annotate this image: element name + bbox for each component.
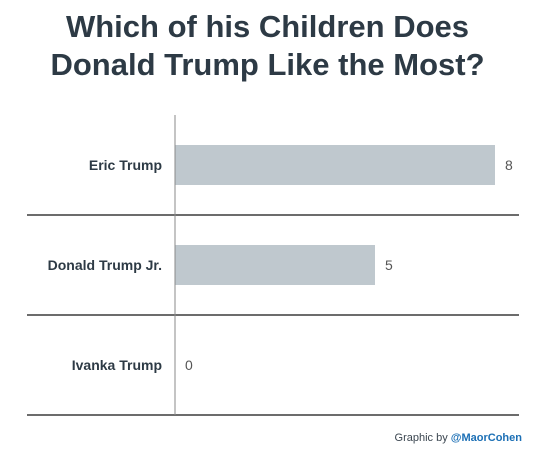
chart-title-line-2: Donald Trump Like the Most? xyxy=(50,47,485,82)
category-label: Donald Trump Jr. xyxy=(48,257,162,273)
bar xyxy=(175,245,375,285)
attribution-prefix: Graphic by xyxy=(394,432,451,444)
data-label: 0 xyxy=(185,357,193,373)
data-label: 8 xyxy=(505,157,513,173)
attribution-handle[interactable]: @MaorCohen xyxy=(450,432,522,444)
attribution: Graphic by @MaorCohen xyxy=(395,432,522,444)
category-label: Ivanka Trump xyxy=(72,357,162,373)
bar xyxy=(175,145,495,185)
category-label: Eric Trump xyxy=(89,157,162,173)
chart-title-line-1: Which of his Children Does xyxy=(65,9,469,44)
data-label: 5 xyxy=(385,257,393,273)
chart-title: Which of his Children Does Donald Trump … xyxy=(0,8,535,84)
